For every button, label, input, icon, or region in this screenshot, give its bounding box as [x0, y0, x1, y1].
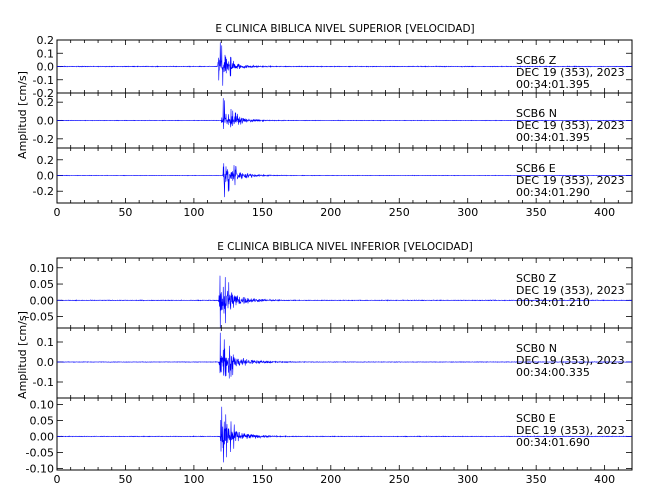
x-tick-label: 400 [594, 473, 615, 486]
x-tick-label: 50 [118, 206, 132, 219]
x-tick-label: 150 [252, 473, 273, 486]
time-label: 00:34:01.290 [516, 186, 590, 199]
y-tick-label: 0.10 [30, 262, 55, 275]
chart-title: E CLINICA BIBLICA NIVEL SUPERIOR [VELOCI… [215, 23, 474, 35]
y-tick-label: 0.2 [37, 154, 55, 167]
x-tick-label: 350 [526, 206, 547, 219]
x-tick-label: 0 [54, 473, 61, 486]
waveform-trace [56, 275, 633, 329]
y-tick-label: -0.05 [26, 446, 54, 459]
y-tick-label: 0.2 [37, 96, 55, 109]
y-tick-label: -0.2 [33, 87, 54, 100]
y-tick-label: 0.1 [37, 336, 55, 349]
station-label: SCB6 N [516, 107, 557, 120]
chart-nivel-inferior: E CLINICA BIBLICA NIVEL INFERIOR [VELOCI… [16, 241, 633, 486]
date-label: DEC 19 (353), 2023 [516, 66, 625, 79]
station-label: SCB0 N [516, 342, 557, 355]
time-label: 00:34:00.335 [516, 366, 590, 379]
station-label: SCB6 Z [516, 54, 557, 67]
y-tick-label: 0.00 [30, 430, 55, 443]
y-tick-label: 0.00 [30, 294, 55, 307]
y-tick-label: -0.2 [33, 133, 54, 146]
x-tick-label: 400 [594, 206, 615, 219]
y-tick-label: 0.10 [30, 398, 55, 411]
date-label: DEC 19 (353), 2023 [516, 284, 625, 297]
time-label: 00:34:01.210 [516, 296, 590, 309]
x-tick-label: 250 [389, 473, 410, 486]
y-tick-label: 0.05 [30, 414, 55, 427]
date-label: DEC 19 (353), 2023 [516, 174, 625, 187]
y-axis-label: Amplitud [cm/s] [16, 311, 29, 399]
y-tick-label: 0.0 [37, 61, 55, 74]
y-tick-label: 0.05 [30, 278, 55, 291]
station-label: SCB0 Z [516, 272, 557, 285]
x-tick-label: 350 [526, 473, 547, 486]
time-label: 00:34:01.395 [516, 78, 590, 91]
x-tick-label: 150 [252, 206, 273, 219]
y-tick-label: 0.1 [37, 47, 55, 60]
y-tick-label: 0.0 [37, 170, 55, 183]
x-tick-label: 300 [457, 206, 478, 219]
y-tick-label: -0.05 [26, 311, 54, 324]
y-tick-label: 0.0 [37, 356, 55, 369]
x-tick-label: 100 [183, 206, 204, 219]
y-tick-label: 0.2 [37, 34, 55, 47]
x-tick-label: 100 [183, 473, 204, 486]
station-label: SCB0 E [516, 412, 556, 425]
time-label: 00:34:01.690 [516, 436, 590, 449]
waveform-trace [56, 163, 633, 198]
date-label: DEC 19 (353), 2023 [516, 119, 625, 132]
y-tick-label: -0.10 [26, 462, 54, 475]
date-label: DEC 19 (353), 2023 [516, 424, 625, 437]
time-label: 00:34:01.395 [516, 131, 590, 144]
date-label: DEC 19 (353), 2023 [516, 354, 625, 367]
y-tick-label: -0.1 [33, 376, 54, 389]
waveform-trace [56, 42, 633, 86]
y-axis-label: Amplitud [cm/s] [16, 71, 29, 159]
waveform-trace [56, 98, 633, 130]
x-tick-label: 250 [389, 206, 410, 219]
y-tick-label: -0.2 [33, 185, 54, 198]
waveform-trace [57, 406, 633, 463]
x-tick-label: 300 [457, 473, 478, 486]
station-label: SCB6 E [516, 162, 556, 175]
x-tick-label: 200 [320, 206, 341, 219]
chart-title: E CLINICA BIBLICA NIVEL INFERIOR [VELOCI… [217, 241, 473, 253]
y-tick-label: 0.0 [37, 115, 55, 128]
x-tick-label: 50 [118, 473, 132, 486]
waveform-trace [56, 332, 633, 379]
x-tick-label: 200 [320, 473, 341, 486]
x-tick-label: 0 [54, 206, 61, 219]
chart-nivel-superior: E CLINICA BIBLICA NIVEL SUPERIOR [VELOCI… [16, 23, 633, 219]
y-tick-label: -0.1 [33, 74, 54, 87]
